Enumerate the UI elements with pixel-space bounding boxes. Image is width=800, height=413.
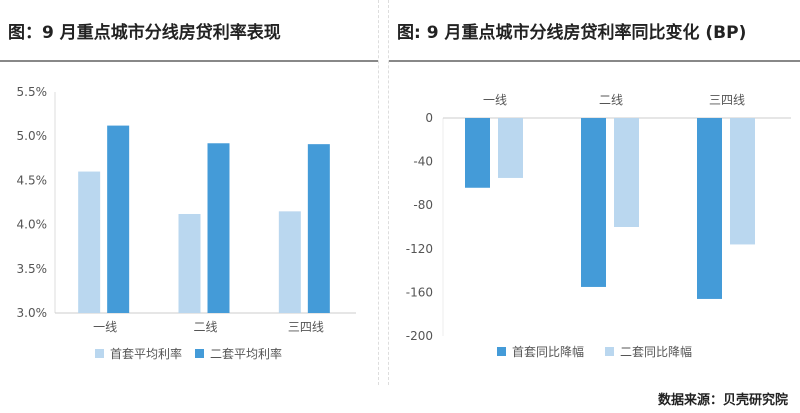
bar-first-home: [581, 118, 606, 287]
legend-swatch: [195, 349, 204, 358]
y-tick-label: 4.5%: [17, 173, 48, 187]
y-tick-label: -120: [406, 242, 433, 256]
left-chart-panel: 图：9 月重点城市分线房贷利率表现 3.0% 3.5% 4.0% 4.5% 5.0% 5.…: [0, 0, 379, 385]
y-tick-label: 4.0%: [17, 218, 48, 232]
y-tick-label: 5.5%: [17, 85, 48, 99]
bar-second-home: [307, 144, 330, 313]
y-tick-label: 0: [425, 111, 433, 125]
bar-first-home: [78, 171, 101, 313]
y-tick-label: 3.5%: [17, 262, 48, 276]
bar-first-home: [465, 118, 490, 188]
bar-first-home: [278, 211, 301, 313]
title-divider: [389, 60, 800, 62]
y-tick-label: -160: [406, 285, 433, 299]
bar-first-home: [697, 118, 722, 299]
legend-swatch: [95, 349, 104, 358]
y-tick-label: 3.0%: [17, 306, 48, 320]
bar-second-home: [498, 118, 523, 178]
legend-swatch: [497, 347, 506, 356]
bar-first-home: [178, 213, 201, 313]
bar-second-home: [614, 118, 639, 227]
x-tick-label: 一线: [483, 93, 507, 107]
data-source: 数据来源：贝壳研究院: [657, 393, 788, 408]
bar-second-home: [107, 125, 130, 313]
right-chart-title: 图: 9 月重点城市分线房贷利率同比变化 (BP): [397, 23, 747, 43]
y-tick-label: -40: [413, 155, 433, 169]
x-tick-label: 二线: [599, 93, 623, 107]
bar-second-home: [207, 143, 230, 313]
legend-label: 首套平均利率: [110, 346, 182, 361]
legend-label: 首套同比降幅: [512, 344, 584, 359]
right-chart-panel: 图: 9 月重点城市分线房贷利率同比变化 (BP) 0 -40 -80 -120 -16…: [388, 0, 800, 385]
x-tick-label: 一线: [93, 320, 117, 334]
y-tick-label: -200: [406, 329, 433, 343]
legend-label: 二套平均利率: [210, 346, 282, 361]
x-tick-label: 三四线: [288, 320, 324, 334]
y-tick-label: -80: [413, 198, 433, 212]
legend-label: 二套同比降幅: [620, 344, 692, 359]
x-tick-label: 二线: [193, 320, 217, 334]
y-tick-label: 5.0%: [17, 129, 48, 143]
x-tick-label: 三四线: [709, 93, 745, 107]
legend-swatch: [605, 347, 614, 356]
bar-second-home: [730, 118, 755, 245]
left-chart-title: 图：9 月重点城市分线房贷利率表现: [8, 23, 281, 43]
title-divider: [0, 60, 378, 62]
